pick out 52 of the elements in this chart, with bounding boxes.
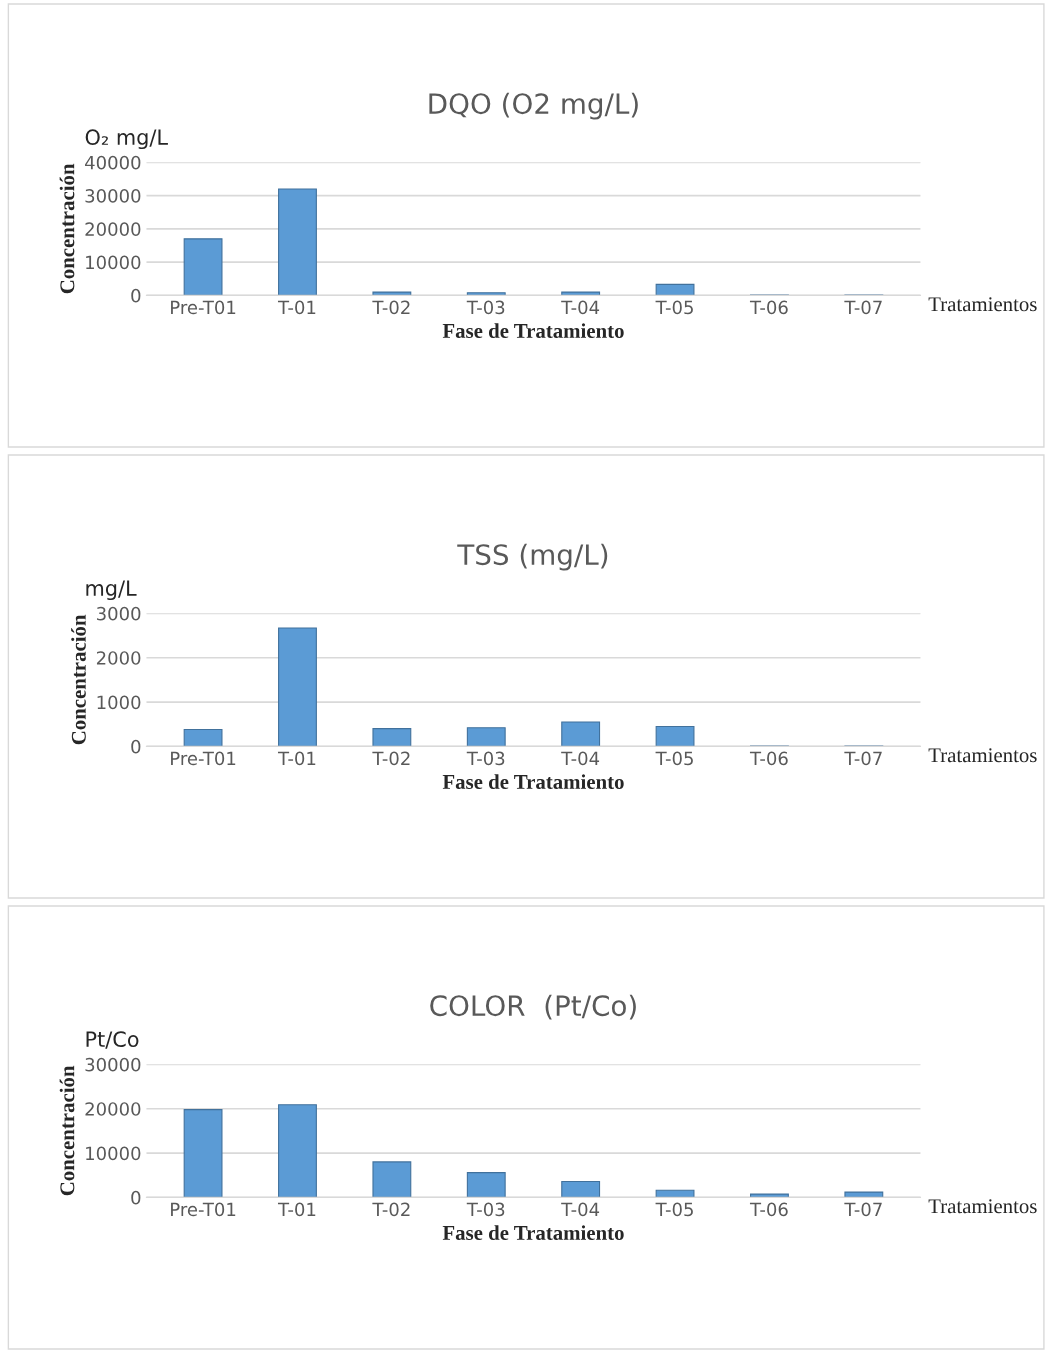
x-tick-label: T-02 [372,300,410,315]
x-tick-label: T-04 [561,1202,600,1217]
x-tick-label: T-03 [466,1202,505,1217]
chart-title: COLOR (Pt/Co) [430,994,636,1020]
text: mg/L [86,580,137,601]
chart-title: DQO (O2 mg/L) [429,92,638,120]
x-tick-label: T-07 [844,300,882,315]
x-tick-label: T-02 [372,751,410,766]
x-tick-label: T-05 [655,1202,693,1217]
text: O₂ mg/L [85,129,168,150]
text: Tratamientos [928,1199,1037,1214]
x-tick-label: T-04 [561,751,600,766]
y-tick-label: 10000 [86,1146,141,1161]
x-tick-label: T-01 [277,751,316,766]
y-tick-label: 0 [131,739,141,754]
x-tick-label: T-06 [749,1202,788,1217]
x-tick-label: T-07 [844,1202,882,1217]
x-tick-label: T-07 [844,751,882,766]
x-tick-label: T-03 [466,300,505,315]
x-axis-title: Fase de Tratamiento [442,774,624,789]
x-tick-label: T-04 [561,300,600,315]
x-tick-label: T-02 [372,1202,410,1217]
x-tick-label: T-05 [655,300,693,315]
x-tick-label: T-01 [277,1202,316,1217]
y-tick-label: 3000 [97,606,141,621]
text: Tratamientos [928,297,1037,312]
x-tick-label: T-05 [655,751,693,766]
y-tick-label: 1000 [97,695,141,710]
x-tick-label: T-03 [466,751,505,766]
y-axis-title: Concentración [71,614,86,745]
y-tick-label: 40000 [85,155,141,170]
y-tick-label: 0 [131,288,141,303]
y-tick-label: 30000 [85,1057,141,1072]
x-axis-title: Fase de Tratamiento [442,323,624,338]
x-tick-label: Pre-T01 [171,751,236,766]
y-axis-title: Concentración [59,163,75,294]
x-tick-label: T-01 [277,300,316,315]
y-tick-label: 2000 [96,651,141,665]
y-tick-label: 30000 [85,189,141,203]
y-tick-label: 20000 [85,222,141,236]
x-tick-label: Pre-T01 [171,1202,236,1217]
text: Tratamientos [928,748,1037,763]
x-tick-label: T-06 [749,751,788,766]
x-tick-label: Pre-T01 [171,300,236,315]
y-tick-label: 0 [131,1190,141,1205]
y-tick-label: 20000 [85,1102,141,1116]
chart-title: TSS (mg/L) [457,543,608,571]
y-tick-label: 10000 [86,255,141,270]
x-axis-title: Fase de Tratamiento [442,1225,624,1240]
x-tick-label: T-06 [749,300,788,315]
text: Pt/Co [86,1031,139,1049]
y-axis-title: Concentración [59,1065,75,1196]
